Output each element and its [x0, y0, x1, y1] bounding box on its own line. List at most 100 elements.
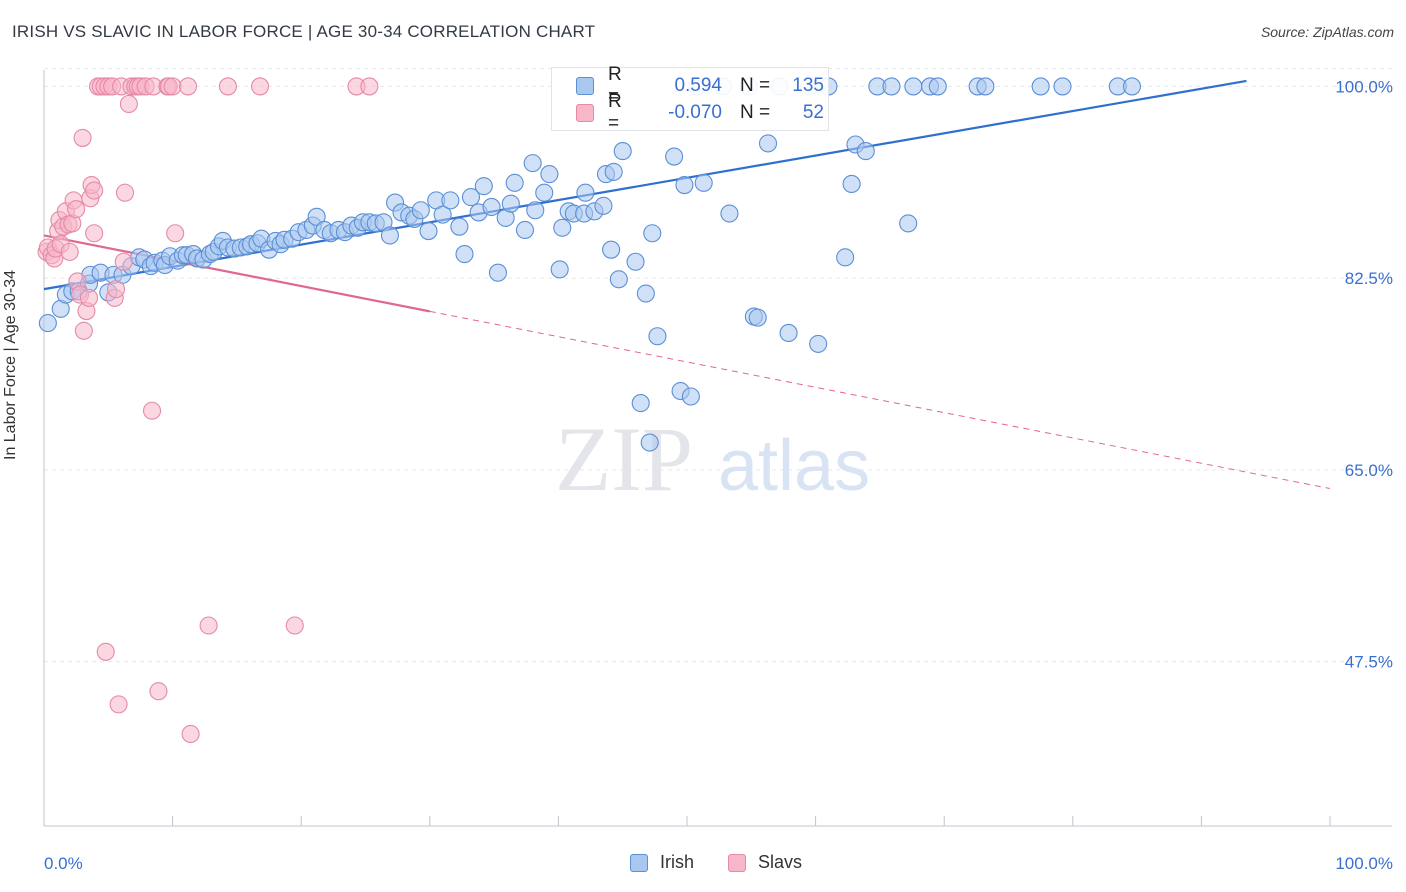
irish-point-78: [535, 183, 554, 202]
slavs-point-51: [181, 724, 200, 744]
slavs-point-18: [74, 321, 93, 340]
irish-points: [38, 77, 1142, 452]
slavs-point-23: [85, 181, 104, 200]
slavs-r-value: -0.070: [668, 102, 722, 123]
irish-r-value: 0.594: [674, 75, 722, 96]
irish-point-65: [450, 217, 469, 236]
slavs-point-32: [106, 280, 126, 299]
irish-point-117: [842, 174, 861, 193]
irish-point-75: [515, 220, 535, 240]
irish-point-69: [474, 177, 493, 196]
slavs-point-54: [250, 77, 270, 96]
irish-point-127: [976, 77, 995, 96]
slavs-point-50: [178, 77, 198, 96]
irish-point-131: [1122, 77, 1142, 96]
irish-swatch: [576, 77, 594, 95]
slavs-point-36: [115, 183, 135, 202]
slavs-point-57: [360, 77, 379, 96]
slavs-point-53: [218, 77, 237, 96]
irish-point-67: [461, 188, 481, 207]
legend-slavs-swatch: [728, 853, 747, 872]
slavs-point-52: [199, 616, 218, 635]
correlation-legend: R = 0.594 N = 135 R = -0.070 N = 52: [551, 64, 829, 134]
irish-point-0: [38, 314, 57, 333]
tick-labels: 47.5% 65.0% 82.5% 100.0% 0.0% 100.0%: [44, 77, 1393, 873]
irish-point-61: [419, 222, 438, 241]
slavs-point-37: [119, 94, 138, 114]
slavs-point-45: [149, 682, 168, 701]
slavs-point-20: [79, 288, 99, 307]
irish-point-99: [665, 147, 684, 166]
irish-point-123: [904, 77, 923, 96]
series-legend: Irish Slavs: [630, 852, 836, 873]
slavs-r-label: R =: [608, 91, 622, 134]
legend-item-slavs[interactable]: Slavs: [728, 852, 802, 873]
slavs-point-28: [96, 642, 115, 661]
irish-point-101: [675, 175, 694, 195]
grid-lines: [44, 67, 1392, 663]
irish-point-89: [602, 240, 621, 259]
irish-point-128: [1031, 77, 1050, 96]
irish-point-121: [899, 214, 918, 233]
slavs-points: [37, 77, 379, 744]
y-tick-label-0: 47.5%: [1345, 653, 1393, 672]
irish-point-63: [433, 205, 452, 224]
slavs-point-33: [109, 695, 128, 714]
legend-slavs-label: Slavs: [758, 852, 803, 872]
irish-point-129: [1053, 77, 1072, 96]
slavs-trend-line: [43, 234, 431, 313]
y-tick-label-1: 65.0%: [1345, 461, 1393, 480]
irish-point-74: [505, 173, 524, 192]
x-tick-label-0: 0.0%: [44, 854, 83, 873]
irish-point-87: [594, 196, 613, 215]
legend-row-irish: R = 0.594 N = 135: [576, 64, 824, 107]
irish-point-114: [809, 334, 828, 353]
slavs-trend-extension: [429, 310, 1331, 490]
slavs-point-49: [166, 224, 185, 243]
irish-point-110: [758, 134, 778, 153]
irish-point-119: [856, 142, 875, 161]
slavs-point-14: [67, 200, 86, 219]
irish-point-109: [748, 308, 767, 327]
y-axis-label: In Labor Force | Age 30-34: [2, 269, 19, 460]
irish-point-64: [441, 191, 460, 210]
irish-point-60: [411, 201, 430, 220]
irish-point-66: [455, 245, 474, 264]
irish-point-92: [613, 142, 632, 161]
irish-point-71: [488, 263, 508, 282]
irish-point-55: [380, 226, 399, 245]
irish-point-77: [526, 201, 545, 220]
irish-point-106: [720, 204, 739, 223]
irish-point-94: [631, 394, 650, 413]
source-label: Source: ZipAtlas.com: [1260, 24, 1394, 40]
watermark: ZIP atlas: [555, 408, 870, 510]
legend-item-irish[interactable]: Irish: [630, 852, 694, 873]
irish-r-label: R =: [608, 64, 622, 107]
slavs-point-35: [114, 252, 133, 271]
chart-title: IRISH VS SLAVIC IN LABOR FORCE | AGE 30-…: [12, 22, 596, 41]
irish-n-label: N =: [740, 75, 771, 96]
watermark-zip: ZIP: [555, 408, 693, 510]
irish-n-value: 135: [792, 75, 824, 96]
slavs-point-55: [285, 616, 304, 635]
irish-point-81: [553, 218, 572, 237]
slavs-point-11: [60, 242, 79, 261]
irish-point-104: [694, 173, 713, 192]
irish-point-70: [482, 197, 501, 217]
irish-point-91: [609, 270, 628, 289]
irish-point-97: [643, 224, 662, 243]
axes: [43, 70, 1392, 827]
irish-point-102: [681, 387, 700, 406]
irish-point-79: [540, 165, 559, 184]
irish-point-112: [779, 323, 798, 343]
irish-point-98: [648, 327, 667, 346]
irish-point-116: [836, 248, 855, 267]
irish-point-93: [626, 252, 645, 271]
y-tick-label-2: 82.5%: [1345, 269, 1393, 288]
irish-point-125: [928, 77, 947, 96]
irish-point-80: [550, 260, 569, 279]
slavs-n-label: N =: [740, 102, 771, 123]
slavs-point-24: [85, 224, 104, 243]
irish-point-122: [882, 77, 901, 96]
